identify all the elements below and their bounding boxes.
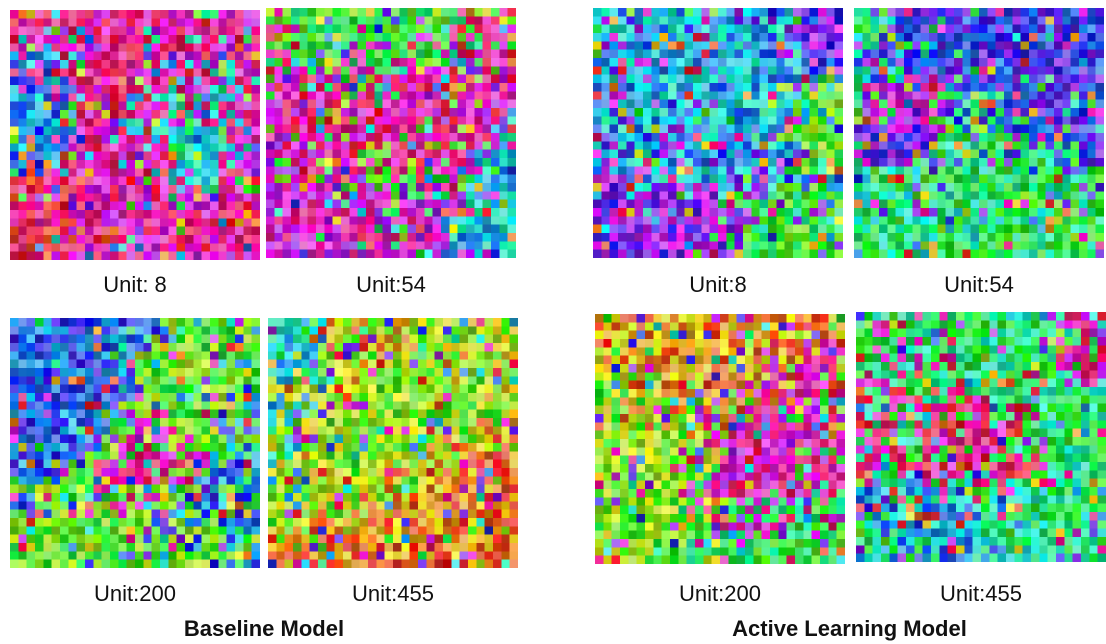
baseline-unit-54-label: Unit:54: [356, 272, 426, 297]
active-unit-8-visualization: [593, 8, 843, 258]
baseline-unit-8-visualization: [10, 10, 260, 260]
baseline-unit-54-visualization: [266, 8, 516, 258]
baseline-unit-455-cell: [268, 318, 520, 568]
baseline-unit-455-label: Unit:455: [352, 581, 434, 606]
active-learning-model-panel: Unit:8 Unit:54 Unit:200 Unit:455 Active …: [580, 0, 1106, 644]
active-unit-200-cell: [595, 314, 847, 564]
active-unit-54-visualization: [854, 8, 1104, 258]
baseline-unit-54-cell: [266, 8, 518, 258]
baseline-model-panel: Unit: 8 Unit:54 Unit:200 Unit:455 Baseli…: [0, 0, 540, 644]
active-unit-8-label: Unit:8: [689, 272, 747, 297]
baseline-unit-200-visualization: [10, 318, 260, 568]
baseline-unit-200-label: Unit:200: [94, 581, 176, 606]
active-unit-200-visualization: [595, 314, 845, 564]
baseline-unit-455-visualization: [268, 318, 518, 568]
active-unit-200-label: Unit:200: [679, 581, 761, 606]
active-unit-54-cell: [854, 8, 1106, 258]
active-learning-model-title: Active Learning Model: [732, 616, 967, 641]
baseline-unit-8-cell: [10, 10, 262, 260]
baseline-unit-8-label: Unit: 8: [103, 272, 167, 297]
active-unit-455-visualization: [856, 312, 1106, 562]
active-unit-8-cell: [593, 8, 845, 258]
active-unit-54-label: Unit:54: [944, 272, 1014, 297]
baseline-unit-200-cell: [10, 318, 262, 568]
active-unit-455-cell: [856, 312, 1106, 562]
baseline-model-title: Baseline Model: [183, 616, 345, 641]
active-unit-455-label: Unit:455: [940, 581, 1022, 606]
